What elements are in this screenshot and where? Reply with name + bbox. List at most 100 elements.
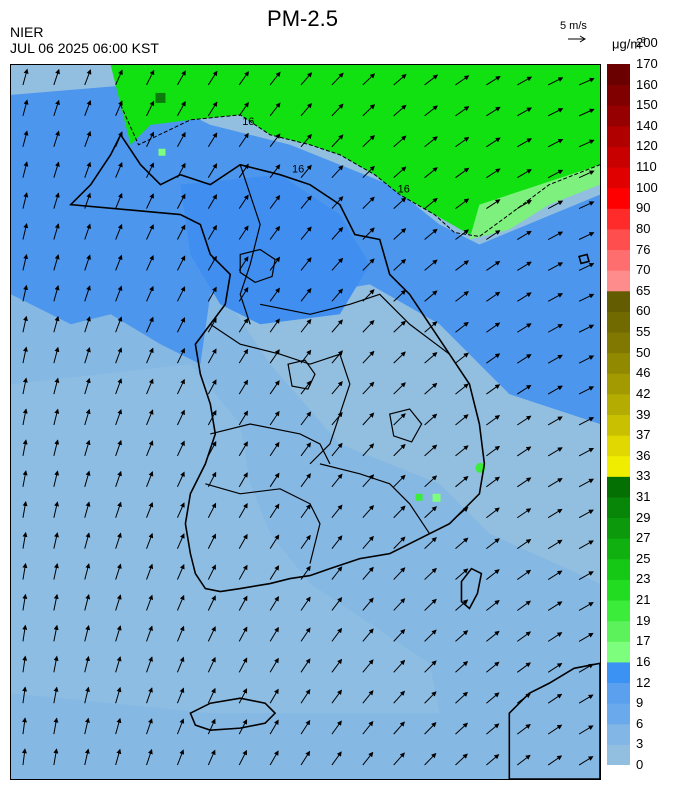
wind-arrow (455, 537, 469, 550)
wind-arrow (486, 75, 501, 86)
wind-arrow (455, 445, 469, 457)
wind-arrow (331, 566, 343, 580)
coastline-layer (69, 133, 600, 779)
colorbar-tick-label: 70 (636, 262, 651, 278)
wind-arrow (207, 564, 216, 580)
wind-arrow (517, 230, 532, 240)
wind-arrow (115, 100, 123, 117)
wind-arrow (300, 195, 312, 209)
wind-arrow (176, 286, 186, 302)
wind-arrow (517, 169, 532, 179)
contour-label-3: 16 (398, 184, 410, 196)
wind-arrow (424, 74, 439, 86)
wind-arrow (578, 447, 595, 457)
wind-arrow (517, 292, 532, 302)
wind-arrow (53, 593, 59, 611)
wind-arrow (53, 346, 60, 364)
contour-labels: 16 16 16 (242, 116, 410, 196)
boundary-seoul (239, 248, 276, 284)
wind-arrow (238, 71, 249, 86)
wind-arrow (486, 507, 500, 519)
wind-arrow (238, 287, 249, 302)
wind-arrow (547, 139, 564, 148)
wind-arrow (578, 386, 595, 395)
colorbar-tick-label: 9 (636, 695, 644, 711)
wind-arrow (578, 571, 594, 580)
wind-arrow (393, 567, 406, 580)
wind-arrow (486, 291, 501, 302)
wind-arrow (22, 346, 28, 364)
colorbar-tick-label: 42 (636, 385, 651, 401)
wind-arrow (455, 722, 468, 735)
wind-arrow (486, 322, 501, 333)
wind-arrow (22, 624, 28, 642)
colorbar-tick-label: 21 (636, 592, 651, 608)
colorbar-tick-label: 160 (636, 76, 658, 92)
wind-arrow (146, 748, 153, 766)
wind-arrow (207, 533, 216, 549)
wind-arrow (300, 503, 311, 519)
chart-title: PM-2.5 (267, 6, 338, 31)
wind-arrow (176, 224, 186, 240)
wind-arrow (115, 285, 123, 302)
wind-arrow (176, 594, 185, 611)
wind-arrow (516, 631, 532, 642)
wind-arrow (547, 416, 563, 426)
wind-arrow (84, 99, 92, 117)
wind-arrow (115, 69, 123, 86)
contour-label-1: 16 (242, 116, 254, 128)
wind-arrow (238, 348, 249, 364)
colorbar-tick-label: 100 (636, 179, 658, 195)
wind-arrow (455, 167, 470, 179)
wind-arrow (22, 192, 29, 209)
wind-arrow (115, 162, 123, 178)
wind-arrow (362, 258, 375, 271)
wind-arrow (362, 659, 374, 673)
wind-arrow (269, 441, 280, 457)
wind-arrow (300, 596, 311, 611)
wind-arrow (269, 102, 281, 117)
wind-arrow (424, 105, 438, 117)
colorbar-tick-label: 60 (636, 303, 651, 319)
wind-arrow (331, 196, 344, 209)
wind-arrow (486, 569, 500, 580)
colorbar-swatch (607, 496, 630, 519)
wind-arrow (455, 506, 469, 519)
wind-arrow (362, 196, 375, 209)
wind-arrow (455, 414, 469, 426)
wind-arrow (486, 106, 501, 117)
colorbar-swatch (607, 435, 630, 457)
wind-arrow (84, 254, 91, 271)
wind-arrow (115, 656, 122, 673)
wind-arrow (146, 316, 154, 333)
contour-16-line (120, 104, 600, 238)
wind-arrow (362, 165, 375, 179)
wind-arrow (331, 72, 344, 86)
colorbar-tick-label: 46 (636, 365, 651, 381)
wind-arrow (176, 378, 185, 395)
wind-arrow (176, 533, 185, 549)
wind-arrow (22, 99, 29, 116)
colorbar-legend (607, 64, 630, 765)
wind-arrow (362, 350, 375, 364)
wind-arrow (238, 657, 248, 673)
wind-arrow (547, 447, 563, 457)
wind-arrow (424, 506, 437, 519)
wind-arrow (84, 69, 92, 86)
wind-arrow (207, 626, 216, 642)
wind-arrow (517, 323, 532, 333)
wind-arrow (207, 317, 217, 333)
wind-arrow (424, 752, 437, 766)
wind-arrow (547, 570, 563, 580)
wind-arrow (362, 443, 375, 457)
wind-arrow (22, 253, 29, 271)
wind-arrow (300, 719, 311, 735)
wind-arrow (207, 379, 217, 395)
wind-arrow (331, 134, 344, 148)
wind-arrow (207, 687, 216, 704)
colorbar-tick-label: 80 (636, 220, 651, 236)
wind-arrow (547, 169, 564, 179)
wind-arrow (269, 256, 281, 271)
wind-arrow (53, 285, 60, 302)
wind-arrow (547, 323, 563, 333)
